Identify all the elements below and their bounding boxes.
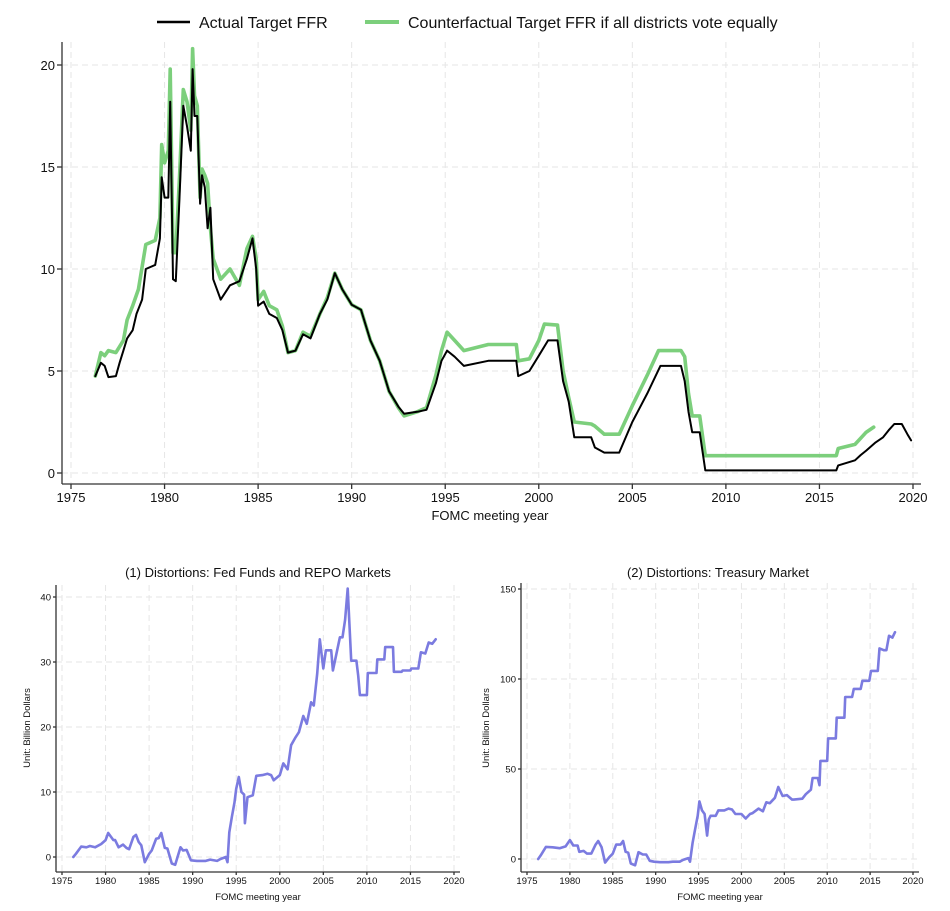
panel-treasury-market: 1975 1980 1985 1990 1995 2000 2005 2010 2015 2020… xyxy=(500,583,924,887)
x-tick-label: 1980 xyxy=(150,490,179,505)
x-tick-label: 1990 xyxy=(182,876,203,887)
x-tick-label: 1995 xyxy=(226,876,247,887)
x-tick-label: 1985 xyxy=(602,876,623,887)
y-tick-label: 5 xyxy=(48,364,55,379)
x-tick-label: 1995 xyxy=(688,876,709,887)
panel-2-title: (2) Distortions: Treasury Market xyxy=(627,565,809,580)
series-line-distortions-fed-funds-and-repo-markets xyxy=(72,587,438,867)
y-tick-label: 15 xyxy=(41,160,55,175)
y-tick-label: 0 xyxy=(46,853,51,864)
y-tick-label: 0 xyxy=(48,466,55,481)
panel-1-title: (1) Distortions: Fed Funds and REPO Mark… xyxy=(125,565,391,580)
series-line-actual-target-ffr xyxy=(94,68,913,472)
x-tick-label: 2005 xyxy=(618,490,647,505)
x-tick-label: 1975 xyxy=(516,876,537,887)
y-tick-label: 20 xyxy=(41,58,55,73)
panel-1-y-axis-title: Unit: Billion Dollars xyxy=(22,688,33,768)
series-line-distortions-treasury-market xyxy=(536,630,897,867)
x-tick-label: 1980 xyxy=(95,876,116,887)
x-tick-label: 2020 xyxy=(902,876,923,887)
x-tick-label: 2015 xyxy=(400,876,421,887)
x-tick-label: 2005 xyxy=(774,876,795,887)
y-tick-label: 0 xyxy=(511,855,516,866)
y-tick-label: 100 xyxy=(500,675,516,686)
main-x-axis-title: FOMC meeting year xyxy=(431,508,549,523)
x-tick-label: 2020 xyxy=(443,876,464,887)
x-tick-label: 2000 xyxy=(524,490,553,505)
panel-fed-funds-repo: 1975 1980 1985 1990 1995 2000 2005 2010 2015 2020… xyxy=(40,585,465,887)
x-tick-label: 2010 xyxy=(711,490,740,505)
x-tick-label: 2015 xyxy=(860,876,881,887)
y-tick-label: 40 xyxy=(40,593,51,604)
x-tick-label: 2000 xyxy=(731,876,752,887)
y-tick-label: 10 xyxy=(40,788,51,799)
x-tick-label: 1985 xyxy=(139,876,160,887)
panel-2-x-axis-title: FOMC meeting year xyxy=(677,892,763,903)
x-tick-label: 1975 xyxy=(57,490,86,505)
x-tick-label: 1975 xyxy=(51,876,72,887)
x-tick-label: 2020 xyxy=(899,490,928,505)
x-tick-label: 2005 xyxy=(313,876,334,887)
x-tick-label: 2000 xyxy=(269,876,290,887)
panel-2-y-axis-title: Unit: Billion Dollars xyxy=(481,688,492,768)
x-tick-label: 2010 xyxy=(356,876,377,887)
legend-label-counterfactual: Counterfactual Target FFR if all distric… xyxy=(408,15,778,32)
y-tick-label: 50 xyxy=(505,765,516,776)
legend-label-actual: Actual Target FFR xyxy=(199,15,328,32)
y-tick-label: 30 xyxy=(40,658,51,669)
x-tick-label: 1985 xyxy=(244,490,273,505)
x-tick-label: 1980 xyxy=(559,876,580,887)
panel-1-x-axis-title: FOMC meeting year xyxy=(215,892,301,903)
x-tick-label: 2015 xyxy=(805,490,834,505)
x-tick-label: 2010 xyxy=(817,876,838,887)
legend: Actual Target FFR Counterfactual Target … xyxy=(157,15,778,32)
x-tick-label: 1995 xyxy=(431,490,460,505)
y-tick-label: 20 xyxy=(40,723,51,734)
y-tick-label: 10 xyxy=(41,262,55,277)
y-tick-label: 150 xyxy=(500,585,516,596)
x-tick-label: 1990 xyxy=(337,490,366,505)
main-chart: 1975 1980 1985 1990 1995 2000 2005 2010 2015 2020… xyxy=(41,42,928,505)
x-tick-label: 1990 xyxy=(645,876,666,887)
